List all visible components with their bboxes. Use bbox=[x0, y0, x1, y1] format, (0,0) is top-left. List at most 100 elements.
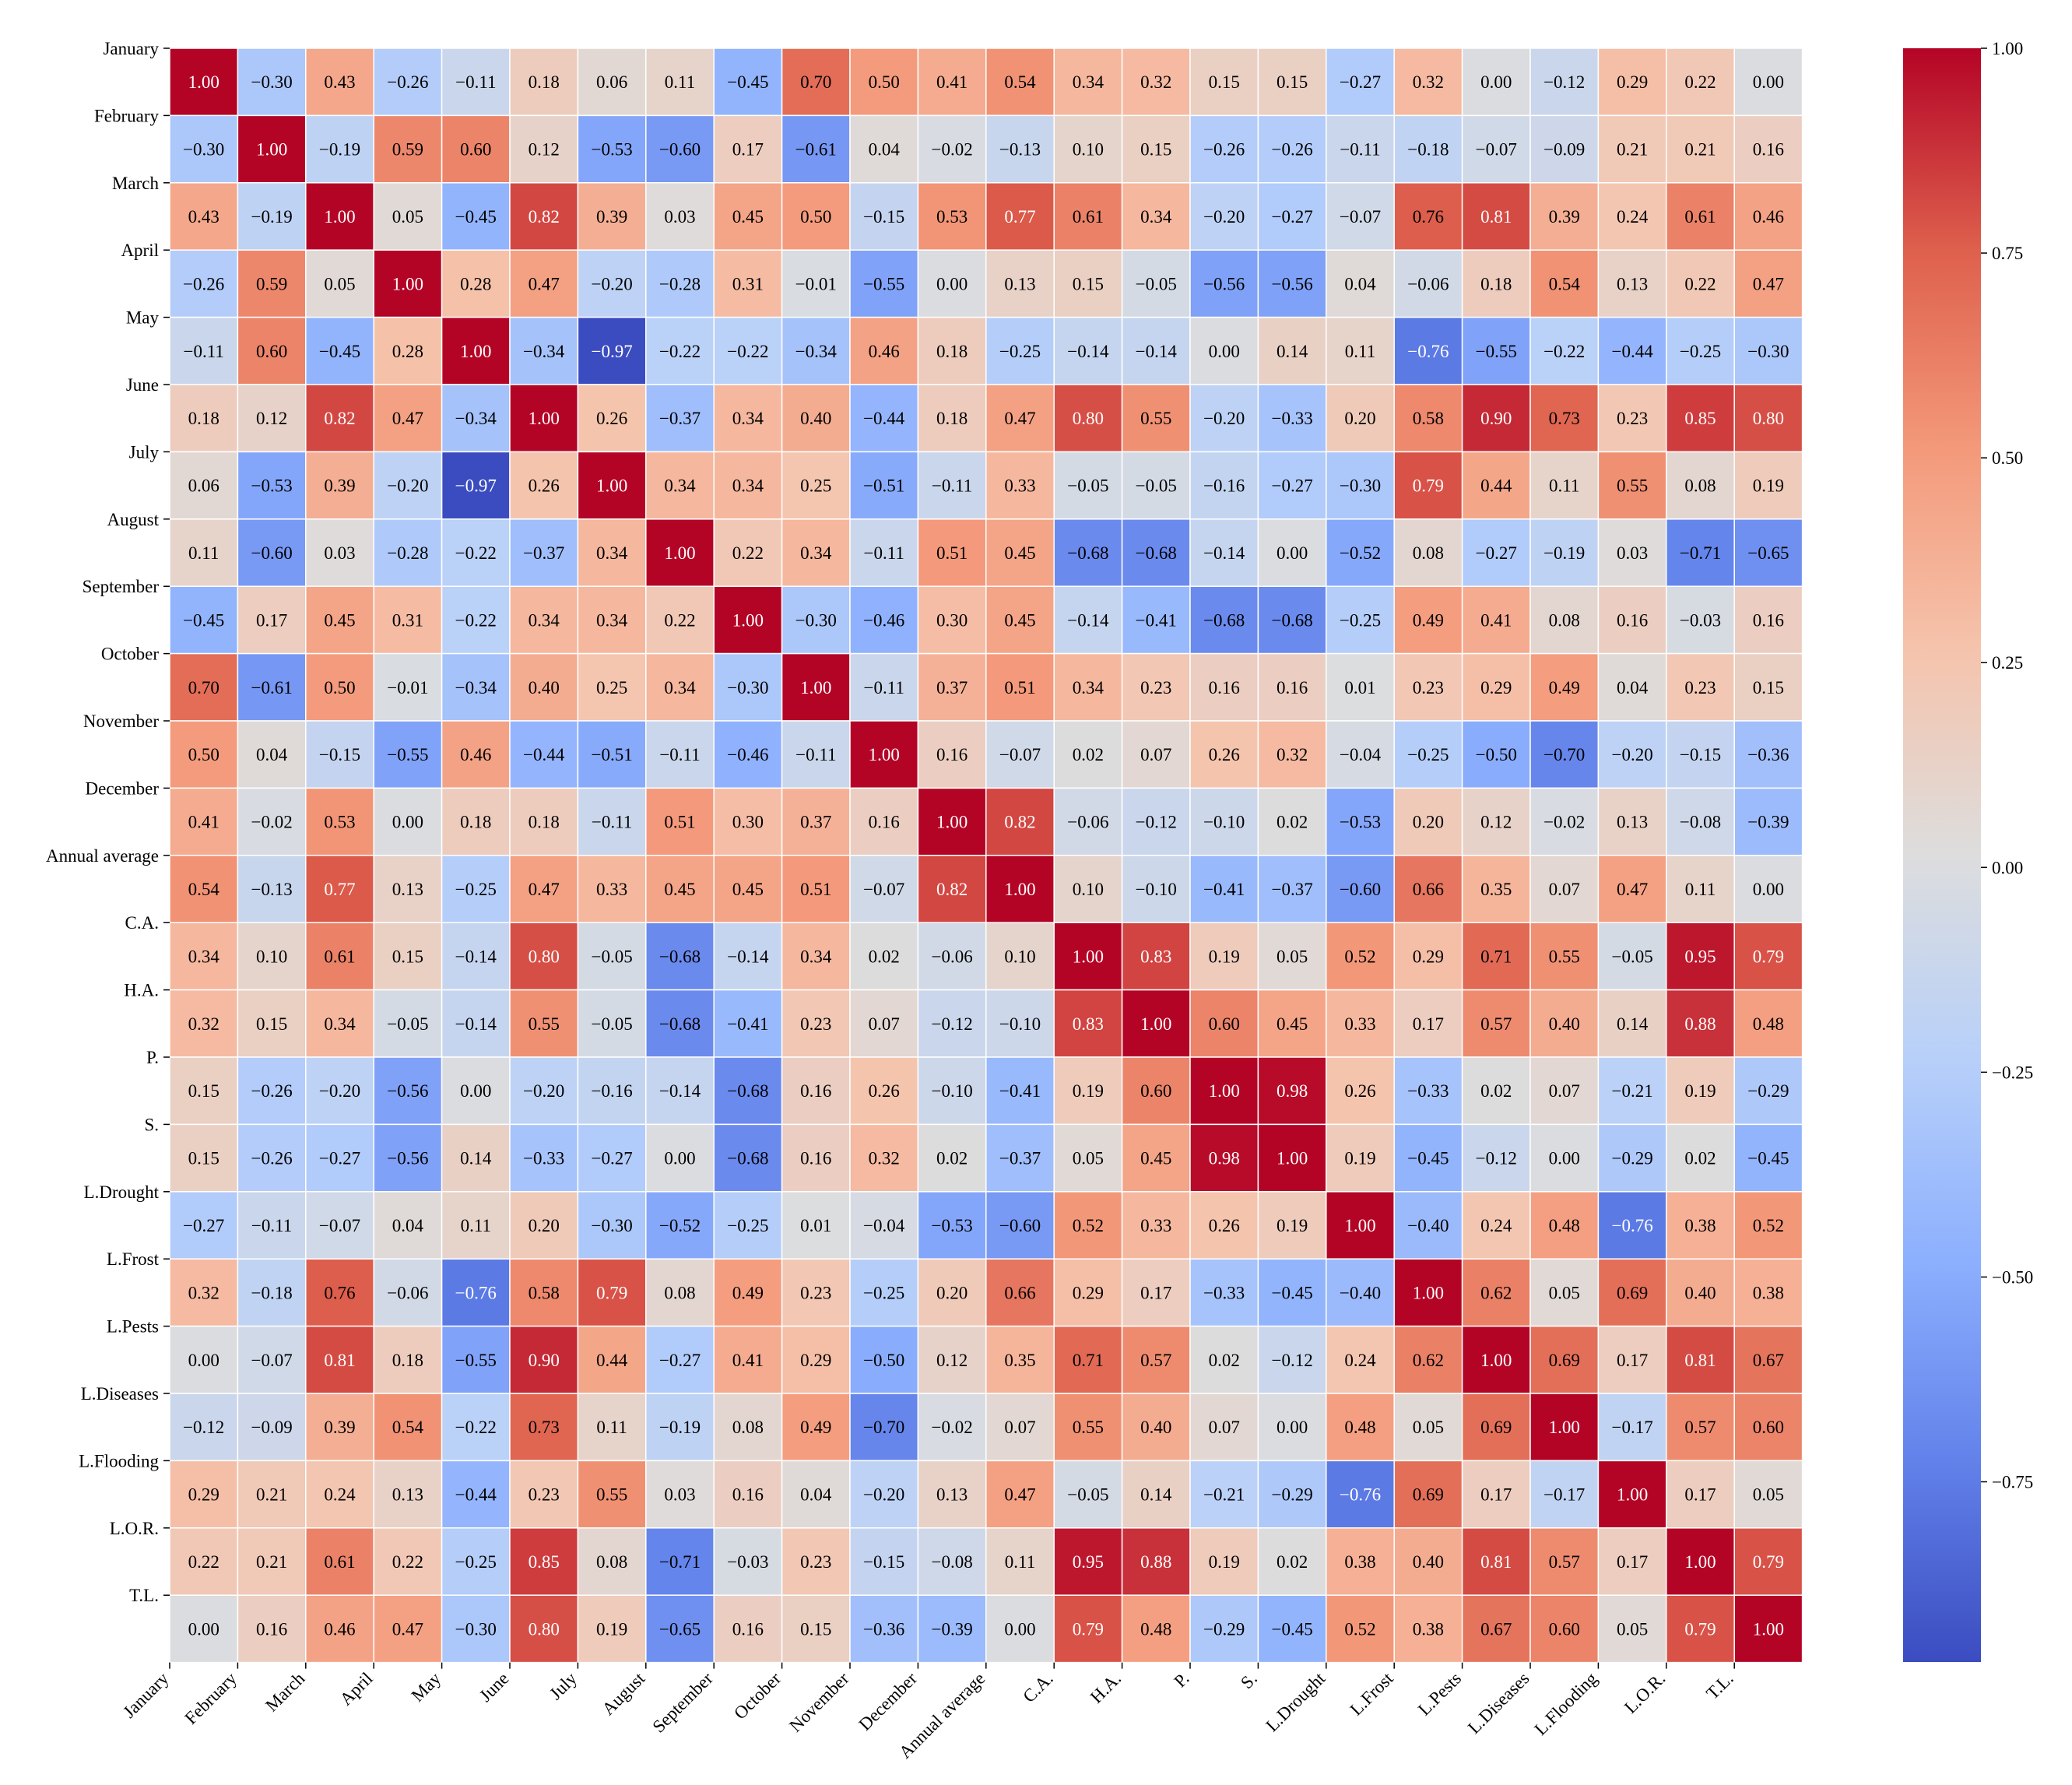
heatmap-cell bbox=[1189, 114, 1259, 184]
cell-value-label: −0.26 bbox=[1271, 140, 1312, 160]
cell-value-label: −0.14 bbox=[1067, 610, 1109, 630]
cell-value-label: 0.02 bbox=[1480, 1081, 1512, 1101]
cell-value-label: 0.55 bbox=[1140, 409, 1171, 428]
heatmap-cell bbox=[441, 989, 511, 1058]
heatmap-cell bbox=[1121, 855, 1191, 923]
heatmap-cell bbox=[985, 1258, 1055, 1327]
cell-value-label: 0.15 bbox=[256, 1014, 287, 1034]
heatmap-cell bbox=[781, 1123, 851, 1193]
cell-value-label: −0.45 bbox=[455, 207, 497, 227]
cell-value-label: −0.15 bbox=[319, 745, 360, 764]
heatmap-cell bbox=[645, 316, 715, 385]
cell-value-label: −0.21 bbox=[1203, 1485, 1245, 1505]
cell-value-label: 0.85 bbox=[529, 1552, 560, 1572]
heatmap-cell bbox=[713, 1191, 783, 1260]
cell-value-label: −0.25 bbox=[727, 1216, 768, 1235]
cell-value-label: 0.69 bbox=[1413, 1485, 1444, 1505]
cell-value-label: 0.05 bbox=[1549, 1283, 1580, 1302]
heatmap-cell bbox=[645, 1191, 715, 1260]
cell-value-label: 0.59 bbox=[256, 274, 287, 293]
cell-value-label: −0.25 bbox=[455, 880, 497, 899]
heatmap-cell bbox=[169, 1056, 239, 1126]
heatmap-cell bbox=[985, 451, 1055, 520]
cell-value-label: 0.15 bbox=[188, 1149, 219, 1168]
cell-value-label: 0.05 bbox=[1413, 1418, 1444, 1437]
heatmap-cell bbox=[985, 249, 1055, 318]
heatmap-cell bbox=[1666, 451, 1735, 520]
heatmap-cell bbox=[373, 249, 443, 318]
cell-value-label: 0.18 bbox=[936, 342, 968, 361]
cell-value-label: 0.29 bbox=[1413, 947, 1444, 966]
y-tick-label: July bbox=[129, 442, 160, 462]
y-tick-label: February bbox=[94, 106, 160, 125]
heatmap-cell bbox=[169, 1123, 239, 1193]
heatmap-cell bbox=[645, 1594, 715, 1664]
heatmap-cell bbox=[373, 1393, 443, 1462]
heatmap-cell bbox=[1189, 451, 1259, 520]
cell-value-label: 0.73 bbox=[529, 1418, 560, 1437]
colorbar-tick-label: −0.75 bbox=[1992, 1472, 2033, 1492]
heatmap-cell bbox=[645, 787, 715, 856]
heatmap-cell bbox=[509, 316, 579, 385]
heatmap-cell bbox=[1529, 1123, 1600, 1193]
x-tick-label: August bbox=[599, 1668, 649, 1719]
cell-value-label: −0.17 bbox=[1611, 1418, 1652, 1437]
cell-value-label: 0.05 bbox=[1753, 1485, 1784, 1505]
heatmap-cell bbox=[985, 1123, 1055, 1193]
cell-value-label: 0.16 bbox=[1753, 610, 1784, 630]
cell-value-label: 1.00 bbox=[256, 140, 287, 160]
cell-value-label: 0.12 bbox=[256, 409, 287, 428]
cell-value-label: 0.20 bbox=[1413, 813, 1444, 832]
heatmap-cell bbox=[1189, 47, 1259, 117]
cell-value-label: 0.19 bbox=[1209, 1552, 1240, 1572]
heatmap-cell bbox=[917, 1191, 987, 1260]
x-axis: January February March April May June July Augu… bbox=[119, 1662, 1737, 1762]
heatmap-cell bbox=[1393, 47, 1463, 117]
cell-value-label: −0.33 bbox=[523, 1149, 564, 1168]
heatmap-cell bbox=[1733, 989, 1803, 1058]
heatmap-cell bbox=[713, 1594, 783, 1664]
cell-value-label: −0.02 bbox=[1543, 813, 1585, 832]
heatmap-cell bbox=[1257, 922, 1327, 991]
heatmap-cell bbox=[1666, 47, 1735, 117]
cell-value-label: −0.11 bbox=[932, 476, 972, 496]
heatmap-cell bbox=[1326, 787, 1395, 856]
heatmap-cell bbox=[1053, 652, 1123, 722]
cell-value-label: −0.61 bbox=[795, 140, 837, 160]
heatmap-cell bbox=[1529, 1056, 1600, 1126]
cell-value-label: 0.46 bbox=[869, 342, 900, 361]
heatmap-cell bbox=[1189, 720, 1259, 789]
heatmap-cell bbox=[1257, 1460, 1327, 1529]
cell-value-label: 0.34 bbox=[188, 947, 220, 966]
heatmap-cell bbox=[1121, 989, 1191, 1058]
heatmap-cell bbox=[1529, 989, 1600, 1058]
heatmap-cell bbox=[1189, 1527, 1259, 1596]
cell-value-label: −0.22 bbox=[455, 610, 497, 630]
cell-value-label: 0.69 bbox=[1549, 1351, 1580, 1370]
cell-value-label: 0.76 bbox=[1413, 207, 1444, 227]
heatmap-cell bbox=[1461, 855, 1531, 923]
heatmap-cell bbox=[1733, 1325, 1803, 1394]
heatmap-cell bbox=[1257, 47, 1327, 117]
heatmap-cell bbox=[1257, 1527, 1327, 1596]
cell-value-label: −0.53 bbox=[591, 140, 632, 160]
heatmap-cell bbox=[645, 1056, 715, 1126]
y-tick-label: L.Diseases bbox=[81, 1384, 159, 1404]
heatmap-cell bbox=[1597, 922, 1667, 991]
heatmap-cell bbox=[1733, 316, 1803, 385]
heatmap-cell bbox=[1326, 1056, 1395, 1126]
heatmap-cell bbox=[1666, 652, 1735, 722]
cell-value-label: −0.61 bbox=[251, 678, 292, 697]
heatmap-cell bbox=[1053, 316, 1123, 385]
cell-value-label: −0.45 bbox=[1271, 1283, 1312, 1302]
cell-value-label: 0.88 bbox=[1140, 1552, 1171, 1572]
cell-value-label: −0.02 bbox=[931, 140, 972, 160]
y-tick-label: L.Flooding bbox=[79, 1451, 159, 1471]
cell-value-label: 0.40 bbox=[1549, 1014, 1580, 1034]
heatmap-cell bbox=[985, 182, 1055, 251]
cell-value-label: 0.55 bbox=[596, 1485, 627, 1505]
heatmap-cell bbox=[169, 47, 239, 117]
cell-value-label: −0.71 bbox=[659, 1552, 701, 1572]
heatmap-cell bbox=[645, 922, 715, 991]
